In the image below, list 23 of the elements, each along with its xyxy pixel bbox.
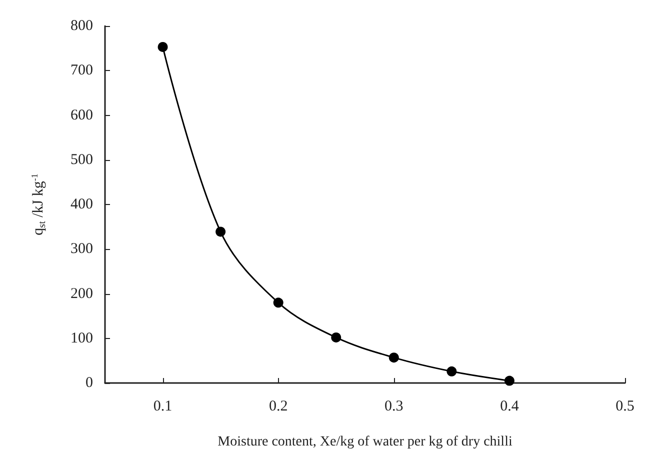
- point: [216, 226, 226, 237]
- point: [273, 298, 284, 308]
- x-tick-label: 0.4: [500, 398, 520, 414]
- point: [388, 352, 399, 363]
- y-tick-label: 600: [70, 107, 93, 124]
- y-tick-label: 400: [70, 196, 93, 212]
- y-tick-label: 700: [70, 62, 93, 79]
- y-axis-title: qst /kJ kg-1: [30, 174, 48, 236]
- y-tick-label: 800: [70, 18, 93, 34]
- y-tick-label: 200: [70, 286, 93, 302]
- y-tick-label: 500: [70, 152, 93, 168]
- y-tick-label: 100: [70, 330, 93, 346]
- x-tick-label: 0.3: [384, 398, 404, 414]
- y-tick-label: 300: [70, 241, 93, 258]
- point: [158, 42, 168, 52]
- x-tick-label: 0.5: [616, 398, 634, 414]
- point: [504, 376, 514, 386]
- x-tick-label: 0.2: [268, 398, 288, 414]
- point: [446, 366, 457, 376]
- x-axis-title: Moisture content, Xe/kg of water per kg of dry chilli: [218, 434, 512, 450]
- y-tick-label: 0: [86, 375, 93, 391]
- point: [331, 332, 342, 342]
- x-tick-label: 0.1: [153, 398, 172, 414]
